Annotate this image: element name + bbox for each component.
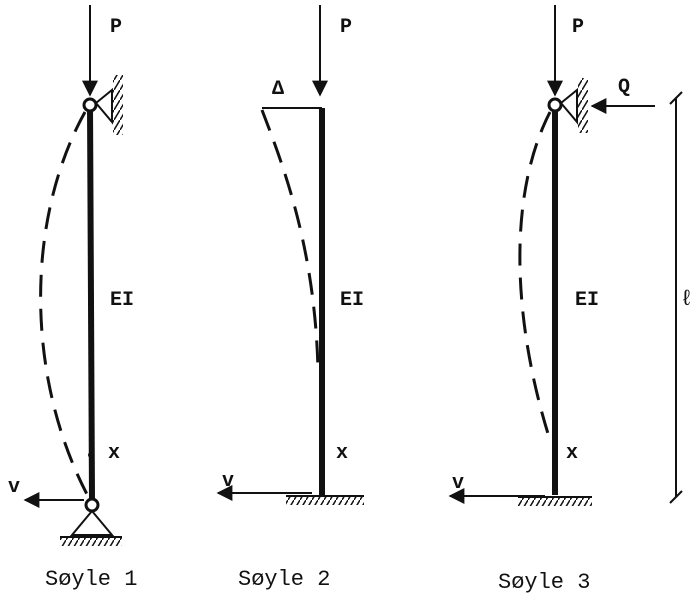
column-2: P Δ EI x v Søyle 2: [216, 5, 364, 592]
hatch: [286, 497, 364, 505]
point: [88, 452, 94, 458]
caption: Søyle 3: [498, 570, 590, 593]
column-1: P EI x v Søyle 1: [8, 5, 137, 592]
coordinate-label: x: [566, 442, 578, 465]
hatch: [60, 538, 122, 546]
point: [319, 452, 325, 458]
load-label: P: [572, 16, 584, 39]
displacement-label: v: [8, 476, 20, 499]
displacement-label: v: [452, 472, 464, 495]
caption: Søyle 2: [238, 567, 330, 592]
dimension: ℓ: [669, 91, 693, 504]
deflection: [518, 111, 552, 441]
hatch: [518, 498, 592, 506]
coordinate-label: x: [336, 442, 348, 465]
dimension-tick: [669, 91, 683, 105]
stiffness-label: EI: [575, 289, 599, 312]
column-bar: [87, 104, 95, 501]
support: [69, 509, 115, 536]
support: [559, 87, 578, 125]
load-label: P: [110, 16, 122, 39]
hatch: [578, 78, 588, 133]
deflection: [260, 109, 320, 371]
stiffness-label: EI: [110, 289, 134, 312]
load-label: P: [340, 16, 352, 39]
support: [94, 87, 113, 125]
pin: [82, 97, 98, 113]
displacement-label: v: [222, 470, 234, 493]
hatch: [113, 75, 123, 135]
dimension-tick: [669, 490, 683, 504]
pin: [547, 97, 563, 113]
stiffness-label: EI: [340, 289, 364, 312]
pin: [84, 497, 100, 513]
q-label: Q: [618, 76, 630, 99]
coordinate-label: x: [108, 442, 120, 465]
delta-label: Δ: [272, 78, 284, 101]
column-3: P Q EI x v Søyle 3: [448, 5, 655, 593]
point: [552, 452, 558, 458]
deflection: [39, 111, 92, 501]
caption: Søyle 1: [45, 567, 137, 592]
length-label: ℓ: [680, 287, 693, 312]
